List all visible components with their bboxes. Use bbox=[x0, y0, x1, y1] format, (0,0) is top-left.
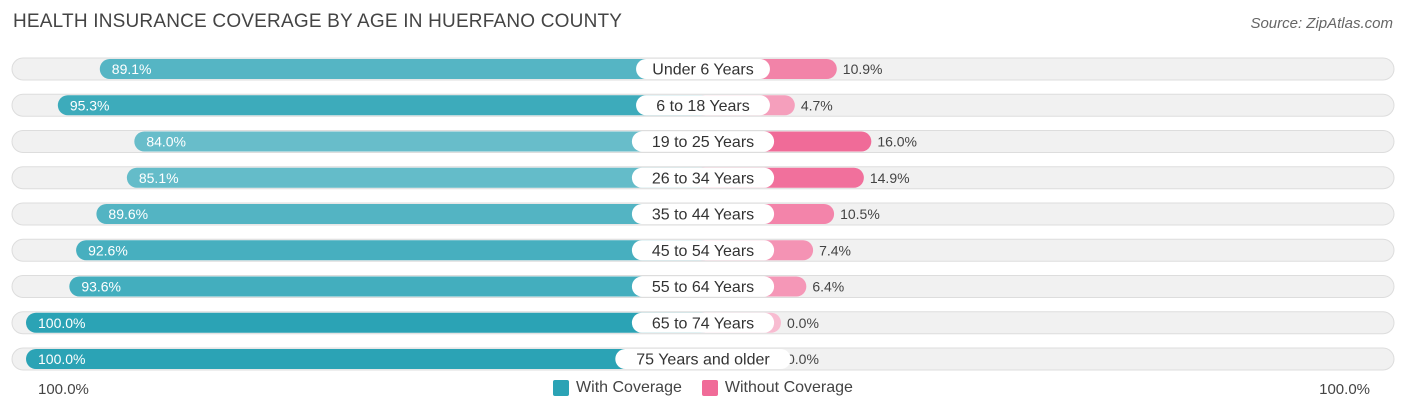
category-pill bbox=[631, 167, 775, 188]
category-label: 35 to 44 Years bbox=[652, 207, 754, 224]
axis-right-label: 100.0% bbox=[1319, 381, 1370, 398]
category-label: 55 to 64 Years bbox=[652, 279, 754, 296]
source-label: Source: ZipAtlas.com bbox=[1250, 15, 1393, 32]
value-label-without-coverage: 0.0% bbox=[787, 351, 819, 367]
value-label-without-coverage: 10.9% bbox=[843, 61, 883, 77]
value-label-with-coverage: 92.6% bbox=[88, 242, 128, 258]
value-label-without-coverage: 16.0% bbox=[877, 134, 917, 150]
value-label-without-coverage: 4.7% bbox=[801, 97, 833, 113]
category-pill bbox=[631, 240, 775, 261]
category-label: 75 Years and older bbox=[636, 352, 770, 369]
category-label: Under 6 Years bbox=[652, 62, 753, 79]
value-label-with-coverage: 100.0% bbox=[38, 351, 85, 367]
bar-with-coverage bbox=[99, 59, 714, 79]
value-label-without-coverage: 6.4% bbox=[812, 279, 844, 295]
value-label-with-coverage: 89.6% bbox=[108, 206, 148, 222]
legend-label-with-coverage: With Coverage bbox=[576, 379, 682, 396]
legend-item-without-coverage[interactable]: Without Coverage bbox=[701, 379, 853, 397]
category-pill bbox=[631, 204, 775, 224]
bar-with-coverage bbox=[134, 131, 713, 152]
category-label: 6 to 18 Years bbox=[656, 98, 749, 115]
value-label-with-coverage: 89.1% bbox=[112, 61, 152, 77]
bar-with-coverage bbox=[126, 167, 714, 188]
value-label-with-coverage: 95.3% bbox=[70, 97, 110, 113]
category-pill bbox=[636, 95, 770, 116]
value-label-without-coverage: 7.4% bbox=[819, 242, 851, 258]
value-label-without-coverage: 14.9% bbox=[870, 170, 910, 186]
category-pill bbox=[636, 59, 770, 79]
bar-with-coverage bbox=[26, 312, 713, 333]
value-label-with-coverage: 84.0% bbox=[146, 134, 186, 150]
value-label-with-coverage: 85.1% bbox=[139, 170, 179, 186]
legend-item-with-coverage[interactable]: With Coverage bbox=[553, 379, 682, 397]
category-label: 45 to 54 Years bbox=[652, 243, 754, 260]
bar-with-coverage bbox=[69, 276, 713, 297]
bar-with-coverage bbox=[76, 240, 713, 261]
bar-with-coverage bbox=[26, 349, 713, 369]
category-pill bbox=[631, 312, 775, 333]
chart-area: 89.1% 10.9% Under 6 Years 95.3% 4.7% 6 to 18 … bbox=[11, 57, 1395, 371]
bar-with-coverage bbox=[96, 204, 713, 224]
value-label-without-coverage: 0.0% bbox=[787, 315, 819, 331]
category-label: 65 to 74 Years bbox=[652, 315, 754, 332]
category-pill bbox=[631, 131, 775, 152]
chart-title: HEALTH INSURANCE COVERAGE BY AGE IN HUER… bbox=[13, 11, 623, 32]
value-label-without-coverage: 10.5% bbox=[840, 206, 880, 222]
value-label-with-coverage: 100.0% bbox=[38, 315, 85, 331]
category-pill bbox=[631, 276, 775, 297]
category-pill bbox=[615, 349, 791, 369]
value-label-with-coverage: 93.6% bbox=[81, 279, 121, 295]
category-label: 19 to 25 Years bbox=[652, 134, 754, 151]
bar-with-coverage bbox=[57, 95, 714, 116]
legend: With Coverage Without Coverage bbox=[0, 379, 1406, 397]
legend-label-without-coverage: Without Coverage bbox=[724, 379, 853, 396]
category-label: 26 to 34 Years bbox=[652, 170, 754, 187]
axis-left-label: 100.0% bbox=[38, 381, 89, 398]
legend-swatch-without-coverage bbox=[701, 380, 718, 396]
legend-swatch-with-coverage bbox=[553, 380, 570, 396]
